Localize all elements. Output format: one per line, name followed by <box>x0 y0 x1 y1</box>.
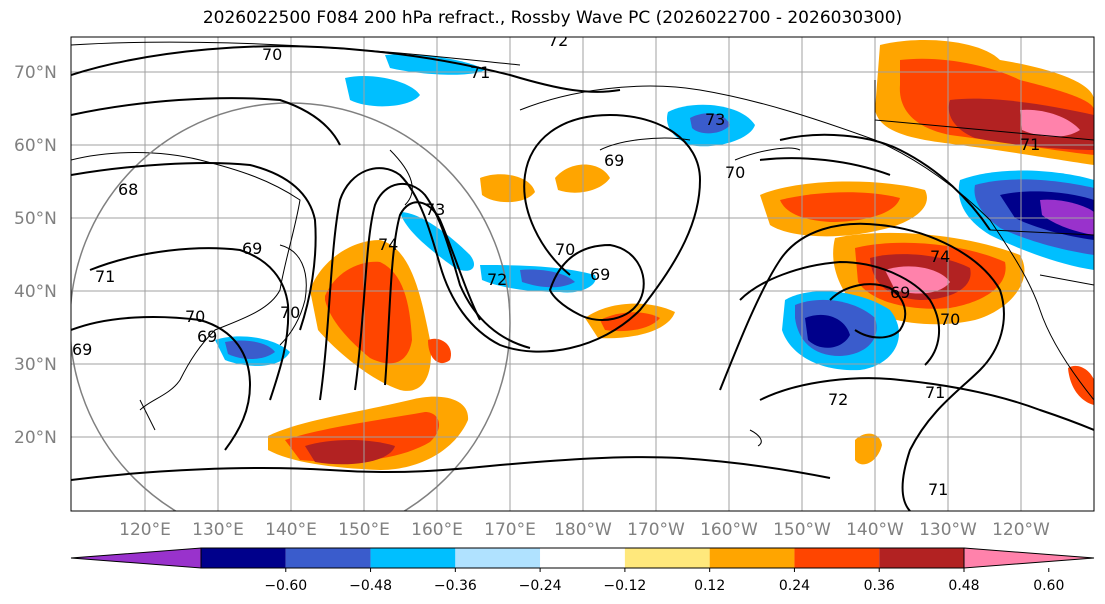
lon-label: 160°E <box>411 520 463 540</box>
contour-label: 69 <box>72 340 92 359</box>
contour-label: 69 <box>890 283 910 302</box>
contour-label-group: 70 72 71 68 69 71 70 69 69 73 74 72 70 6… <box>72 31 1040 499</box>
contour-lines <box>71 45 1094 511</box>
colorbar-swatch <box>285 548 371 568</box>
contour-label: 69 <box>242 239 262 258</box>
anomaly-fill <box>305 440 395 465</box>
colorbar: −0.60 −0.48 −0.36 −0.24 −0.12 0.12 0.24 0.36 0.4… <box>70 547 1095 594</box>
contour-label: 71 <box>470 63 490 82</box>
anomaly-fill <box>480 174 535 203</box>
contour-label: 74 <box>378 235 398 254</box>
anomaly-fill <box>385 54 485 75</box>
colorbar-tick-label: 0.12 <box>694 578 725 594</box>
colorbar-tick-label: 0.48 <box>948 578 979 594</box>
map-frame <box>70 36 1095 512</box>
lon-label: 140°W <box>846 520 904 540</box>
contour-label: 73 <box>705 110 725 129</box>
lon-label: 170°W <box>627 520 685 540</box>
colorbar-swatch <box>709 548 795 568</box>
lat-label: 60°N <box>14 136 57 156</box>
contour-label: 70 <box>725 163 745 182</box>
lon-label: 120°E <box>119 520 171 540</box>
contour-label: 71 <box>1020 135 1040 154</box>
lon-label: 130°W <box>919 520 977 540</box>
contour-label: 70 <box>555 240 575 259</box>
contour-label: 71 <box>925 383 945 402</box>
lat-label: 50°N <box>14 209 57 229</box>
colorbar-swatch <box>624 548 710 568</box>
contour-label: 69 <box>197 327 217 346</box>
anomaly-fill <box>428 338 451 364</box>
anomaly-fill <box>600 312 660 332</box>
contour-label: 72 <box>487 270 507 289</box>
contour-label: 74 <box>930 247 950 266</box>
lat-label: 70°N <box>14 63 57 83</box>
lon-label: 140°E <box>265 520 317 540</box>
anomaly-fill <box>520 269 575 288</box>
anomaly-fill <box>885 266 950 294</box>
colorbar-swatch <box>879 548 964 568</box>
map-title: 2026022500 F084 200 hPa refract., Rossby… <box>202 8 903 28</box>
contour-label: 69 <box>590 265 610 284</box>
contour-label: 70 <box>280 303 300 322</box>
longitude-labels: 120°E 130°E 140°E 150°E 160°E 170°E 180°… <box>119 520 1050 540</box>
lon-label: 130°E <box>192 520 244 540</box>
anomaly-fill <box>690 113 730 134</box>
contour-label: 71 <box>928 480 948 499</box>
lon-label: 150°W <box>773 520 831 540</box>
colorbar-outline <box>200 547 965 569</box>
contour-label: 73 <box>425 200 445 219</box>
contour-label: 68 <box>118 180 138 199</box>
colorbar-swatch <box>794 548 880 568</box>
anomaly-fill <box>1020 109 1080 137</box>
colorbar-tick-label: −0.24 <box>519 578 562 594</box>
colorbar-tick-label: 0.36 <box>864 578 895 594</box>
contour-label: 70 <box>262 45 282 64</box>
map-panel: 70 72 71 68 69 71 70 69 69 73 74 72 70 6… <box>71 31 1094 511</box>
colorbar-swatch <box>370 548 456 568</box>
contour-label: 72 <box>828 390 848 409</box>
lat-label: 30°N <box>14 355 57 375</box>
anomaly-fill <box>1068 365 1094 405</box>
colorbar-extension-high <box>963 547 1095 569</box>
colorbar-tick-label: −0.60 <box>264 578 307 594</box>
lat-label: 20°N <box>14 428 57 448</box>
colorbar-tick-label: 0.60 <box>1033 578 1064 594</box>
colorbar-tick-label: −0.48 <box>349 578 392 594</box>
lon-label: 120°W <box>992 520 1050 540</box>
colorbar-tick-label: 0.24 <box>779 578 810 594</box>
contour-label: 71 <box>95 267 115 286</box>
contour-label: 70 <box>185 307 205 326</box>
colorbar-extension-low <box>70 547 202 569</box>
graticule <box>71 37 1094 511</box>
lon-label: 180°W <box>554 520 612 540</box>
lon-label: 170°E <box>484 520 536 540</box>
colorbar-swatch <box>540 548 625 568</box>
colorbar-tick-label: −0.12 <box>603 578 646 594</box>
anomaly-fill <box>780 192 900 222</box>
contour-label: 72 <box>548 31 568 50</box>
latitude-labels: 70°N 60°N 50°N 40°N 30°N 20°N <box>14 63 57 448</box>
anomaly-fill <box>805 314 850 348</box>
colorbar-swatch <box>455 548 541 568</box>
contour-label: 69 <box>604 151 624 170</box>
colorbar-swatch <box>201 548 286 568</box>
lat-label: 40°N <box>14 282 57 302</box>
coastlines <box>71 41 1094 447</box>
lon-label: 160°W <box>700 520 758 540</box>
lon-label: 150°E <box>338 520 390 540</box>
colorbar-tick-label: −0.36 <box>434 578 477 594</box>
contour-label: 70 <box>940 310 960 329</box>
anomaly-fill <box>1040 199 1094 235</box>
